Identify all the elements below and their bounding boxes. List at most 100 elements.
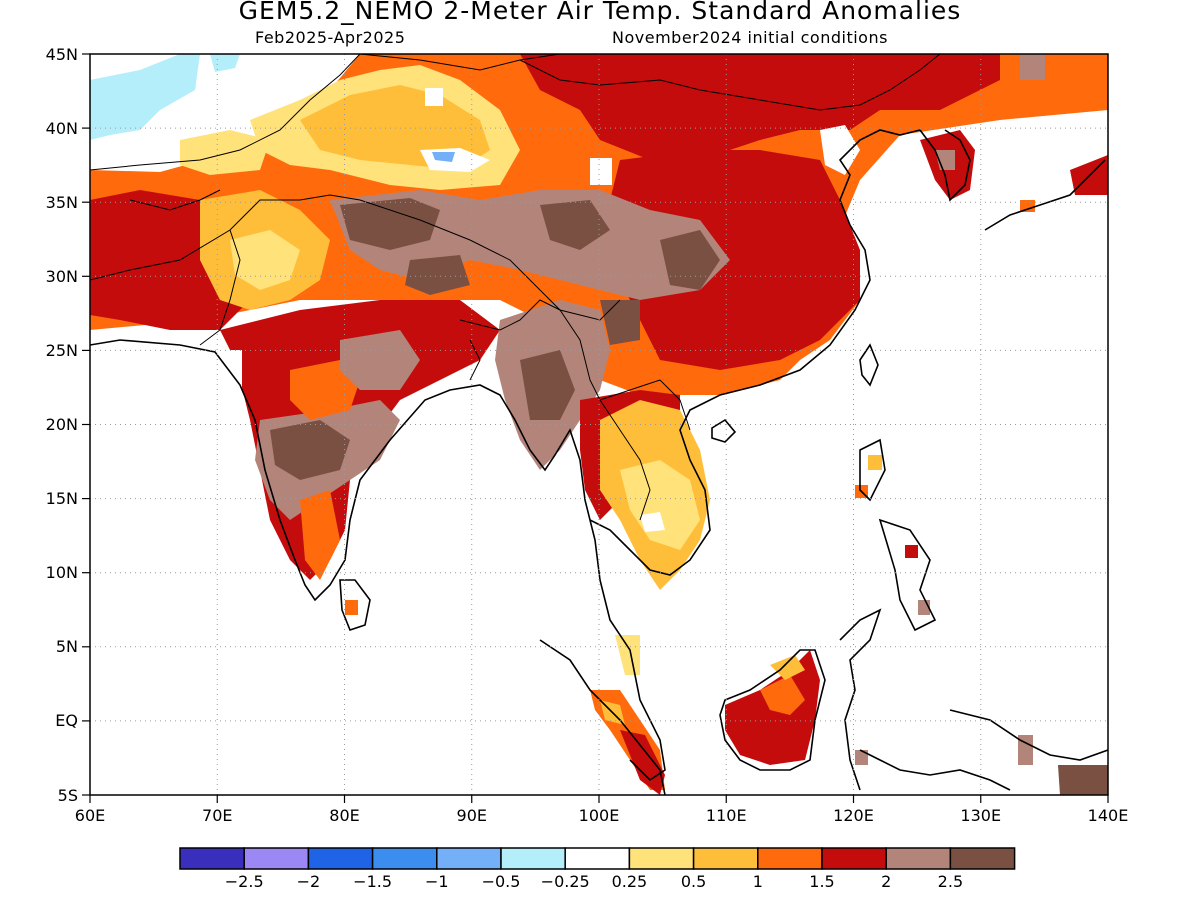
colorbar-swatch — [436, 847, 502, 870]
coastline — [878, 518, 937, 632]
colorbar-label: 2 — [881, 872, 891, 891]
lat-tick-labels: 45N 40N 35N 30N 25N 20N 15N 10N 5N EQ 5S — [46, 45, 78, 805]
forecast-period: Feb2025-Apr2025 — [255, 28, 406, 47]
border — [519, 54, 941, 111]
colorbar-swatch — [885, 847, 952, 870]
anomaly-region — [90, 54, 200, 140]
anomaly-region — [340, 198, 440, 250]
lat-tick-label: 20N — [46, 415, 78, 434]
lat-tick-label: 30N — [46, 267, 78, 286]
colorbar-swatch — [949, 847, 1016, 870]
lon-tick-label: 60E — [75, 806, 105, 825]
anomaly-region — [1020, 54, 1045, 80]
colorbar-label: −1 — [425, 872, 449, 891]
colorbar-swatch — [757, 847, 823, 870]
lon-tick-label: 130E — [960, 806, 1001, 825]
coastlines — [90, 129, 1108, 795]
border — [469, 339, 481, 381]
lat-tick-label: 5S — [58, 786, 78, 805]
anomaly-region — [180, 130, 270, 175]
colorbar-swatch — [500, 847, 566, 870]
colorbar-swatch — [564, 847, 631, 870]
anomaly-region — [600, 300, 640, 345]
anomaly-region — [770, 655, 805, 680]
border — [129, 189, 221, 211]
colorbar-label: 1.5 — [809, 872, 834, 891]
tick-marks — [82, 53, 1109, 803]
anomaly-region — [405, 255, 470, 295]
coastline — [859, 438, 886, 502]
anomaly-region — [905, 545, 918, 558]
coastline — [859, 749, 1011, 791]
anomaly-region — [620, 730, 665, 795]
colorbar-label: 0.5 — [681, 872, 706, 891]
anomaly-region — [615, 635, 640, 675]
colorbar-label: −0.5 — [482, 872, 521, 891]
anomaly-region — [1058, 765, 1108, 795]
colorbar-label: −2 — [297, 872, 321, 891]
lon-tick-label: 100E — [579, 806, 620, 825]
colorbar-label: 0.25 — [612, 872, 648, 891]
colorbar-label: −2.5 — [225, 872, 264, 891]
border — [659, 379, 691, 431]
anomaly-region — [300, 490, 340, 580]
anomaly-region — [868, 455, 882, 470]
coastline — [589, 129, 921, 576]
colorbar-swatch — [307, 847, 374, 870]
colorbar-label: −1.5 — [353, 872, 392, 891]
anomaly-region — [270, 420, 350, 480]
border — [90, 54, 361, 171]
colorbar-swatch — [179, 847, 245, 870]
anomaly-region — [540, 200, 610, 250]
anomaly-region — [230, 230, 300, 290]
anomaly-region — [640, 512, 665, 532]
anomaly-region — [300, 85, 490, 170]
border — [459, 299, 561, 331]
coastline — [919, 129, 971, 202]
lat-tick-label: 15N — [46, 489, 78, 508]
coastline — [839, 608, 882, 791]
coastline — [339, 579, 371, 631]
country-borders — [90, 54, 941, 521]
lon-tick-label: 90E — [457, 806, 487, 825]
anomaly-region — [1020, 200, 1035, 212]
coastline — [711, 418, 737, 443]
anomaly-region — [290, 360, 360, 420]
anomaly-region — [432, 152, 455, 162]
colorbar-swatch — [692, 847, 759, 870]
anomaly-region — [590, 158, 612, 185]
border — [359, 54, 561, 71]
coastline — [949, 709, 1108, 761]
lat-tick-label: 5N — [56, 637, 78, 656]
lon-tick-label: 110E — [706, 806, 747, 825]
colorbar-label: −0.25 — [541, 872, 590, 891]
anomaly-region — [345, 600, 358, 615]
lat-tick-label: 10N — [46, 563, 78, 582]
coastline — [90, 339, 666, 782]
lon-tick-label: 120E — [833, 806, 874, 825]
anomaly-region — [520, 54, 1000, 160]
anomaly-region — [210, 54, 240, 72]
coastline — [539, 639, 666, 795]
anomaly-region — [520, 350, 575, 420]
colorbar-swatch — [371, 847, 438, 870]
colorbar-label: 2.5 — [938, 872, 963, 891]
lat-tick-label: 35N — [46, 193, 78, 212]
lon-tick-label: 80E — [329, 806, 359, 825]
grid — [90, 54, 1108, 795]
anomaly-region — [935, 150, 955, 170]
border — [90, 194, 621, 321]
initial-conditions: November2024 initial conditions — [612, 28, 888, 47]
anomaly-region — [660, 230, 720, 290]
border — [559, 309, 661, 401]
colorbar-swatch — [243, 847, 310, 870]
lon-tick-labels: 60E 70E 80E 90E 100E 110E 120E 130E 140E — [75, 806, 1129, 825]
coastline — [984, 159, 1106, 231]
coastline — [719, 649, 826, 771]
map-title: GEM5.2_NEMO 2-Meter Air Temp. Standard A… — [238, 0, 962, 25]
lat-tick-label: 45N — [46, 45, 78, 64]
colorbar-swatch — [821, 847, 887, 870]
anomaly-region — [425, 88, 443, 106]
anomaly-region — [620, 460, 700, 550]
